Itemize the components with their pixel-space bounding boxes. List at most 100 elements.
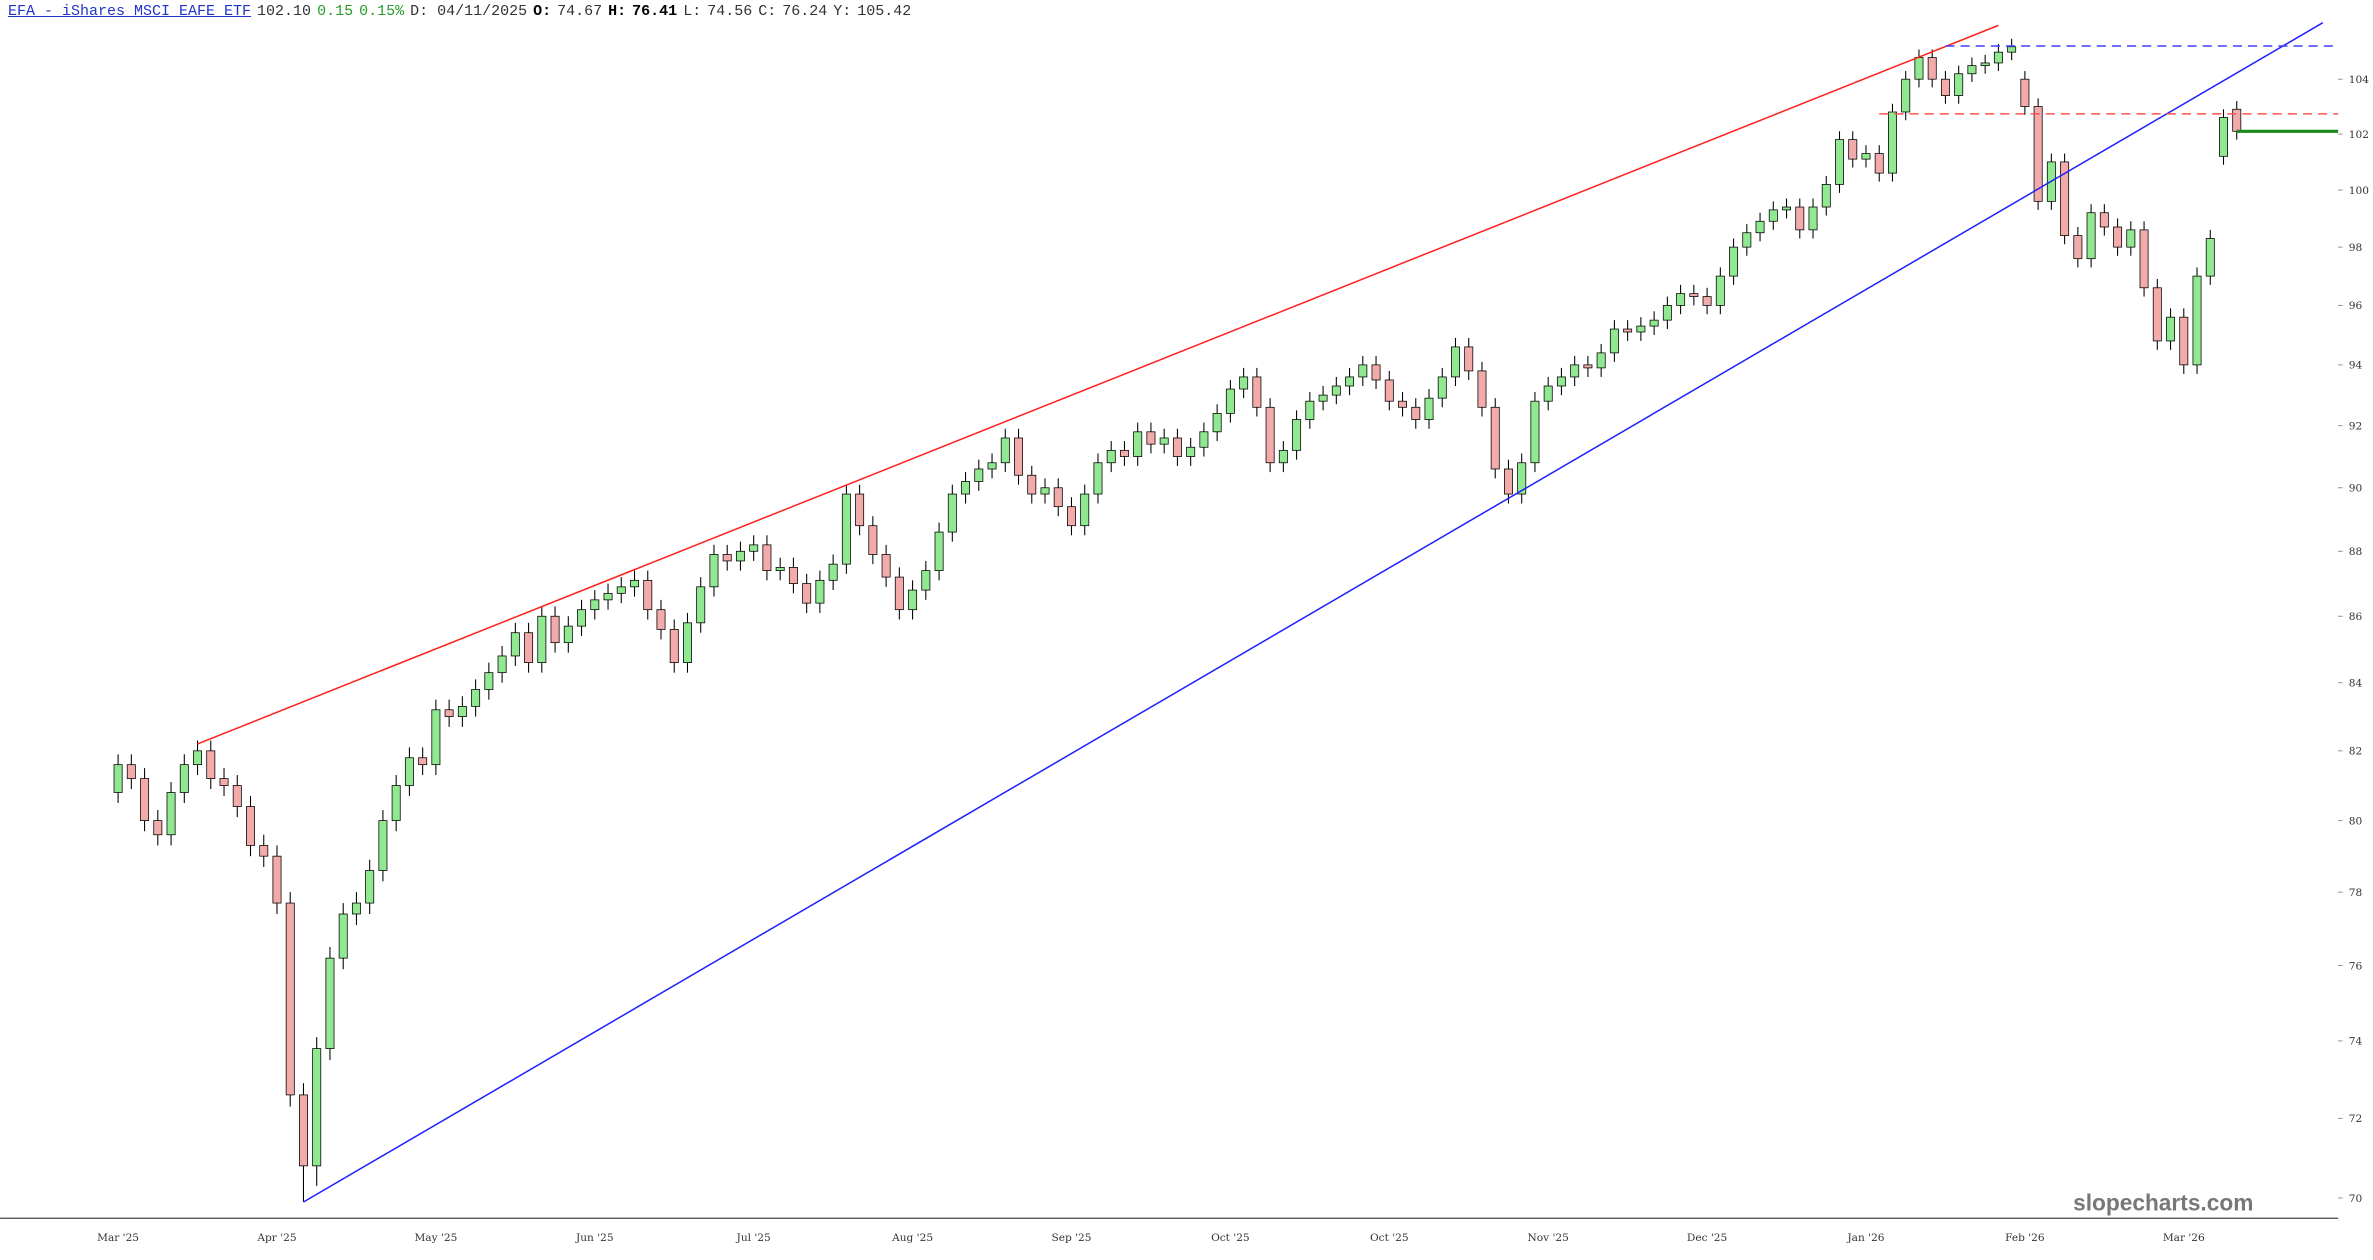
candle-body bbox=[471, 689, 481, 707]
open: 74.67 bbox=[557, 3, 603, 20]
candle-body bbox=[2139, 229, 2149, 289]
candle-body bbox=[246, 806, 255, 846]
y-tick-label: 102 bbox=[2349, 129, 2369, 141]
candle-body bbox=[1490, 406, 1500, 470]
candle-body bbox=[1715, 275, 1725, 306]
candle-body bbox=[1755, 220, 1765, 234]
candle-body bbox=[2007, 46, 2017, 53]
candle-body bbox=[299, 1094, 308, 1167]
candle-body bbox=[788, 567, 798, 584]
candle-body bbox=[537, 615, 547, 664]
y-tick-label: 92 bbox=[2349, 420, 2362, 432]
candle-body bbox=[2020, 78, 2030, 107]
candle-body bbox=[961, 481, 971, 495]
candle-body bbox=[974, 468, 984, 482]
candle-body bbox=[696, 586, 706, 624]
candle-body bbox=[603, 592, 613, 601]
candle-body bbox=[656, 609, 666, 630]
candle-body bbox=[1676, 293, 1686, 306]
y-tick-label: 78 bbox=[2349, 887, 2363, 899]
candle-body bbox=[2073, 235, 2083, 260]
candle-body bbox=[1543, 385, 1553, 402]
open-label: O: bbox=[533, 3, 552, 20]
candle-body bbox=[1040, 487, 1050, 495]
y-tick-label: 82 bbox=[2349, 746, 2362, 758]
x-tick-label: Dec '25 bbox=[1687, 1232, 1727, 1244]
low: 74.56 bbox=[707, 3, 753, 20]
candle-body bbox=[2113, 226, 2123, 248]
candle-body bbox=[1583, 364, 1593, 369]
candle-body bbox=[2126, 229, 2136, 248]
candle-body bbox=[510, 632, 520, 657]
candle-body bbox=[2219, 117, 2228, 157]
candle-body bbox=[1331, 385, 1341, 396]
candle-body bbox=[1014, 437, 1023, 476]
y-tick-label: 72 bbox=[2349, 1113, 2362, 1125]
candle-body bbox=[391, 785, 401, 821]
candle-body bbox=[630, 579, 639, 588]
candle-body bbox=[1742, 232, 1752, 248]
candle-body bbox=[1901, 78, 1911, 113]
candle-body bbox=[113, 764, 123, 793]
x-tick-label: Oct '25 bbox=[1370, 1232, 1409, 1244]
candle-body bbox=[1768, 209, 1778, 222]
candle-body bbox=[1503, 468, 1513, 495]
candle-body bbox=[1265, 406, 1275, 464]
y-tick-label: 100 bbox=[2349, 185, 2369, 197]
x-tick-label: Feb '26 bbox=[2005, 1232, 2045, 1244]
candle-body bbox=[2060, 161, 2070, 236]
candle-body bbox=[1305, 400, 1315, 420]
trendline bbox=[303, 22, 2324, 1203]
candle-body bbox=[1053, 487, 1063, 508]
candle-body bbox=[484, 672, 494, 690]
candle-body bbox=[841, 493, 851, 565]
candle-body bbox=[1954, 73, 1964, 96]
candle-body bbox=[444, 709, 454, 717]
x-tick-label: Aug '25 bbox=[891, 1232, 933, 1244]
candle-body bbox=[1795, 206, 1805, 231]
x-tick-label: Nov '25 bbox=[1528, 1232, 1569, 1244]
candle-body bbox=[1106, 449, 1116, 464]
candle-body bbox=[1993, 51, 2003, 64]
candle-body bbox=[1424, 397, 1434, 420]
candle-body bbox=[616, 586, 626, 594]
x-tick-label: Oct '25 bbox=[1211, 1232, 1250, 1244]
y-tick-label: 88 bbox=[2349, 546, 2363, 558]
prev-label: Y: bbox=[833, 3, 852, 20]
candle-body bbox=[140, 778, 150, 821]
change-pct: 0.15% bbox=[359, 3, 405, 20]
candle-body bbox=[749, 544, 759, 552]
y-tick-label: 98 bbox=[2349, 242, 2363, 254]
candle-body bbox=[232, 785, 242, 807]
symbol-link[interactable]: EFA - iShares MSCI EAFE ETF bbox=[8, 3, 252, 20]
candle-body bbox=[802, 583, 812, 604]
candle-body bbox=[1278, 449, 1288, 464]
candle-body bbox=[1808, 206, 1818, 231]
y-tick-label: 74 bbox=[2349, 1036, 2363, 1048]
y-tick-label: 90 bbox=[2349, 483, 2363, 495]
candle-body bbox=[577, 609, 587, 627]
candle-body bbox=[1940, 78, 1950, 96]
close: 76.24 bbox=[782, 3, 828, 20]
high: 76.41 bbox=[632, 3, 678, 20]
x-tick-label: Jun '25 bbox=[575, 1232, 614, 1244]
candle-body bbox=[1252, 376, 1262, 408]
candle-body bbox=[1371, 364, 1381, 381]
candle-body bbox=[1239, 376, 1249, 390]
candle-body bbox=[947, 493, 957, 533]
candle-body bbox=[285, 902, 295, 1096]
candle-body bbox=[179, 764, 189, 793]
candle-body bbox=[1596, 352, 1606, 369]
candle-body bbox=[934, 531, 944, 571]
y-tick-label: 80 bbox=[2349, 815, 2363, 827]
y-tick-label: 84 bbox=[2349, 678, 2363, 690]
candle-body bbox=[1636, 325, 1646, 333]
y-tick-label: 86 bbox=[2349, 611, 2363, 623]
last-price: 102.10 bbox=[257, 3, 312, 20]
close-label: C: bbox=[758, 3, 777, 20]
candle-body bbox=[1384, 379, 1394, 402]
candle-body bbox=[1729, 246, 1739, 277]
candle-body bbox=[1345, 376, 1355, 387]
candle-body bbox=[709, 554, 719, 588]
